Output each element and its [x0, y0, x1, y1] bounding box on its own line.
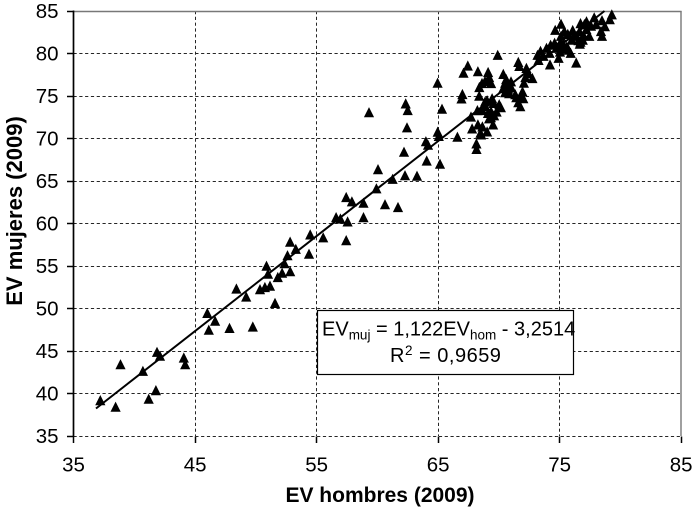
svg-text:85: 85 — [36, 0, 59, 23]
svg-text:45: 45 — [184, 454, 207, 477]
svg-text:85: 85 — [670, 454, 693, 477]
svg-text:75: 75 — [36, 85, 59, 108]
svg-text:50: 50 — [36, 298, 59, 321]
svg-text:55: 55 — [36, 255, 59, 278]
svg-text:65: 65 — [36, 170, 59, 193]
svg-text:EV mujeres (2009): EV mujeres (2009) — [2, 116, 27, 306]
svg-text:65: 65 — [427, 454, 450, 477]
svg-text:EV hombres (2009): EV hombres (2009) — [285, 484, 474, 507]
svg-text:80: 80 — [36, 43, 59, 66]
svg-text:35: 35 — [62, 454, 85, 477]
svg-text:75: 75 — [548, 454, 571, 477]
svg-text:55: 55 — [305, 454, 328, 477]
svg-text:45: 45 — [36, 340, 59, 363]
svg-text:60: 60 — [36, 213, 59, 236]
svg-text:70: 70 — [36, 128, 59, 151]
svg-text:35: 35 — [36, 425, 59, 448]
svg-text:40: 40 — [36, 383, 59, 406]
